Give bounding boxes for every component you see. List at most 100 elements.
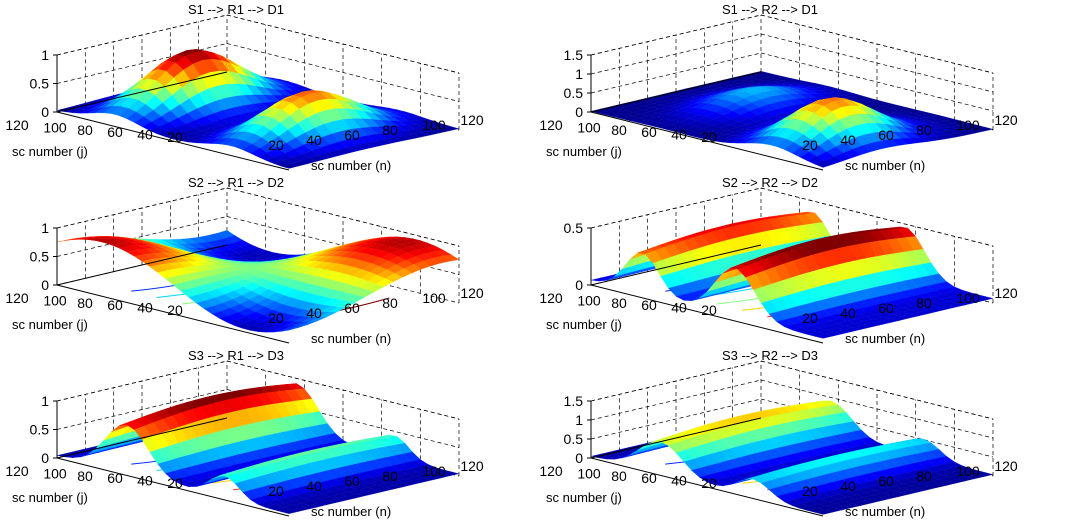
j-tick-label: 100: [577, 119, 601, 135]
y-axis-label: sc number (j): [12, 490, 88, 505]
axes: [590, 401, 824, 517]
j-tick-label: 80: [611, 468, 627, 484]
y-axis-label: sc number (j): [546, 144, 622, 159]
j-tick-label: 20: [701, 129, 717, 145]
n-tick-label: 80: [916, 295, 932, 311]
j-tick-label: 40: [137, 300, 153, 316]
x-axis-label: sc number (n): [845, 504, 925, 519]
j-tick-label: 20: [701, 475, 717, 491]
n-tick-label: 40: [840, 305, 856, 321]
y-axis-label: sc number (j): [12, 144, 88, 159]
z-tick-label: 1.5: [564, 47, 584, 63]
n-tick-label: 20: [268, 483, 284, 499]
j-tick-label: 40: [671, 473, 687, 489]
j-tick-label: 120: [539, 290, 563, 306]
n-tick-label: 120: [994, 458, 1018, 474]
z-tick-label: 0: [41, 104, 49, 120]
j-tick-label: 60: [107, 470, 123, 486]
j-tick-label: 100: [577, 465, 601, 481]
surface-plot-panel: S3 --> R1 --> D3 0 0.5 1 120 100 80 60 40 20 sc nu…: [5, 348, 484, 519]
z-tick-label: 0.5: [564, 431, 584, 447]
n-tick-label: 100: [422, 290, 446, 306]
n-tick-label: 120: [460, 458, 484, 474]
j-tick-label: 100: [43, 119, 67, 135]
y-axis-label: sc number (j): [546, 317, 622, 332]
j-tick-label: 100: [43, 292, 67, 308]
j-tick-label: 100: [43, 465, 67, 481]
surface-mesh: [56, 230, 460, 333]
n-tick-label: 60: [878, 300, 894, 316]
j-tick-label: 40: [137, 473, 153, 489]
j-tick-label: 20: [701, 302, 717, 318]
n-tick-label: 100: [956, 290, 980, 306]
j-tick-label: 80: [77, 295, 93, 311]
n-tick-label: 120: [460, 112, 484, 128]
n-tick-label: 40: [306, 478, 322, 494]
chart-title: S1 --> R1 --> D1: [188, 2, 284, 17]
n-tick-label: 40: [840, 132, 856, 148]
z-tick-label: 1: [41, 47, 49, 63]
surface-mesh: [590, 400, 994, 515]
z-tick-label: 1.5: [564, 393, 584, 409]
j-tick-label: 20: [167, 302, 183, 318]
n-tick-label: 80: [382, 468, 398, 484]
x-axis-label: sc number (n): [311, 158, 391, 173]
n-tick-label: 100: [956, 117, 980, 133]
j-tick-label: 40: [671, 300, 687, 316]
surface-mesh: [590, 211, 994, 339]
chart-title: S1 --> R2 --> D1: [722, 2, 818, 17]
z-tick-label: 0.5: [564, 220, 584, 236]
n-tick-label: 80: [916, 468, 932, 484]
n-tick-label: 120: [994, 285, 1018, 301]
j-tick-label: 120: [539, 117, 563, 133]
z-tick-label: 1: [41, 393, 49, 409]
z-tick-label: 0: [575, 277, 583, 293]
z-tick-label: 0: [575, 450, 583, 466]
n-tick-label: 100: [956, 463, 980, 479]
n-tick-label: 80: [916, 122, 932, 138]
n-tick-label: 60: [878, 473, 894, 489]
z-tick-label: 0: [41, 277, 49, 293]
n-tick-label: 100: [422, 117, 446, 133]
z-tick-label: 1: [41, 220, 49, 236]
surface-mesh: [590, 71, 994, 168]
n-tick-label: 60: [344, 127, 360, 143]
j-tick-label: 60: [641, 470, 657, 486]
j-tick-label: 20: [167, 475, 183, 491]
n-tick-label: 80: [382, 295, 398, 311]
n-tick-label: 20: [268, 310, 284, 326]
z-tick-label: 1: [575, 412, 583, 428]
z-tick-label: 0.5: [564, 85, 584, 101]
surface-plot-panel: S3 --> R2 --> D3 0 0.5 1 1.5 120 100 80 60 40 20 sc…: [539, 348, 1018, 519]
z-tick-label: 0: [41, 450, 49, 466]
n-tick-label: 40: [306, 305, 322, 321]
j-tick-label: 40: [671, 127, 687, 143]
j-tick-label: 80: [611, 295, 627, 311]
chart-title: S3 --> R1 --> D3: [188, 348, 284, 363]
surface-plot-panel: S1 --> R2 --> D1 0 0.5 1 1.5 120 100 80 60 40 20 sc…: [539, 2, 1018, 173]
n-tick-label: 60: [344, 300, 360, 316]
surface-plot-panel: S1 --> R1 --> D1 0 0.5 1 120 100 80 60 40 20 sc nu…: [5, 2, 484, 173]
j-tick-label: 60: [641, 124, 657, 140]
z-tick-label: 1: [575, 66, 583, 82]
y-axis-label: sc number (j): [546, 490, 622, 505]
j-tick-label: 120: [5, 463, 29, 479]
n-tick-label: 120: [460, 285, 484, 301]
z-tick-label: 0: [575, 104, 583, 120]
n-tick-label: 80: [382, 122, 398, 138]
surface-plot-panel: S2 --> R1 --> D2 0 0.5 1 120 100 80 60 40 20 sc nu…: [5, 175, 484, 346]
j-tick-label: 60: [107, 297, 123, 313]
x-axis-label: sc number (n): [845, 158, 925, 173]
n-tick-label: 60: [878, 127, 894, 143]
chart-title: S2 --> R2 --> D2: [722, 175, 818, 190]
z-tick-label: 0.5: [30, 76, 50, 92]
n-tick-label: 20: [802, 483, 818, 499]
j-tick-label: 20: [167, 129, 183, 145]
surface-mesh: [56, 383, 460, 514]
n-tick-label: 20: [802, 310, 818, 326]
n-tick-label: 20: [802, 137, 818, 153]
z-tick-label: 0.5: [30, 249, 50, 265]
chart-title: S2 --> R1 --> D2: [188, 175, 284, 190]
j-tick-label: 120: [5, 117, 29, 133]
